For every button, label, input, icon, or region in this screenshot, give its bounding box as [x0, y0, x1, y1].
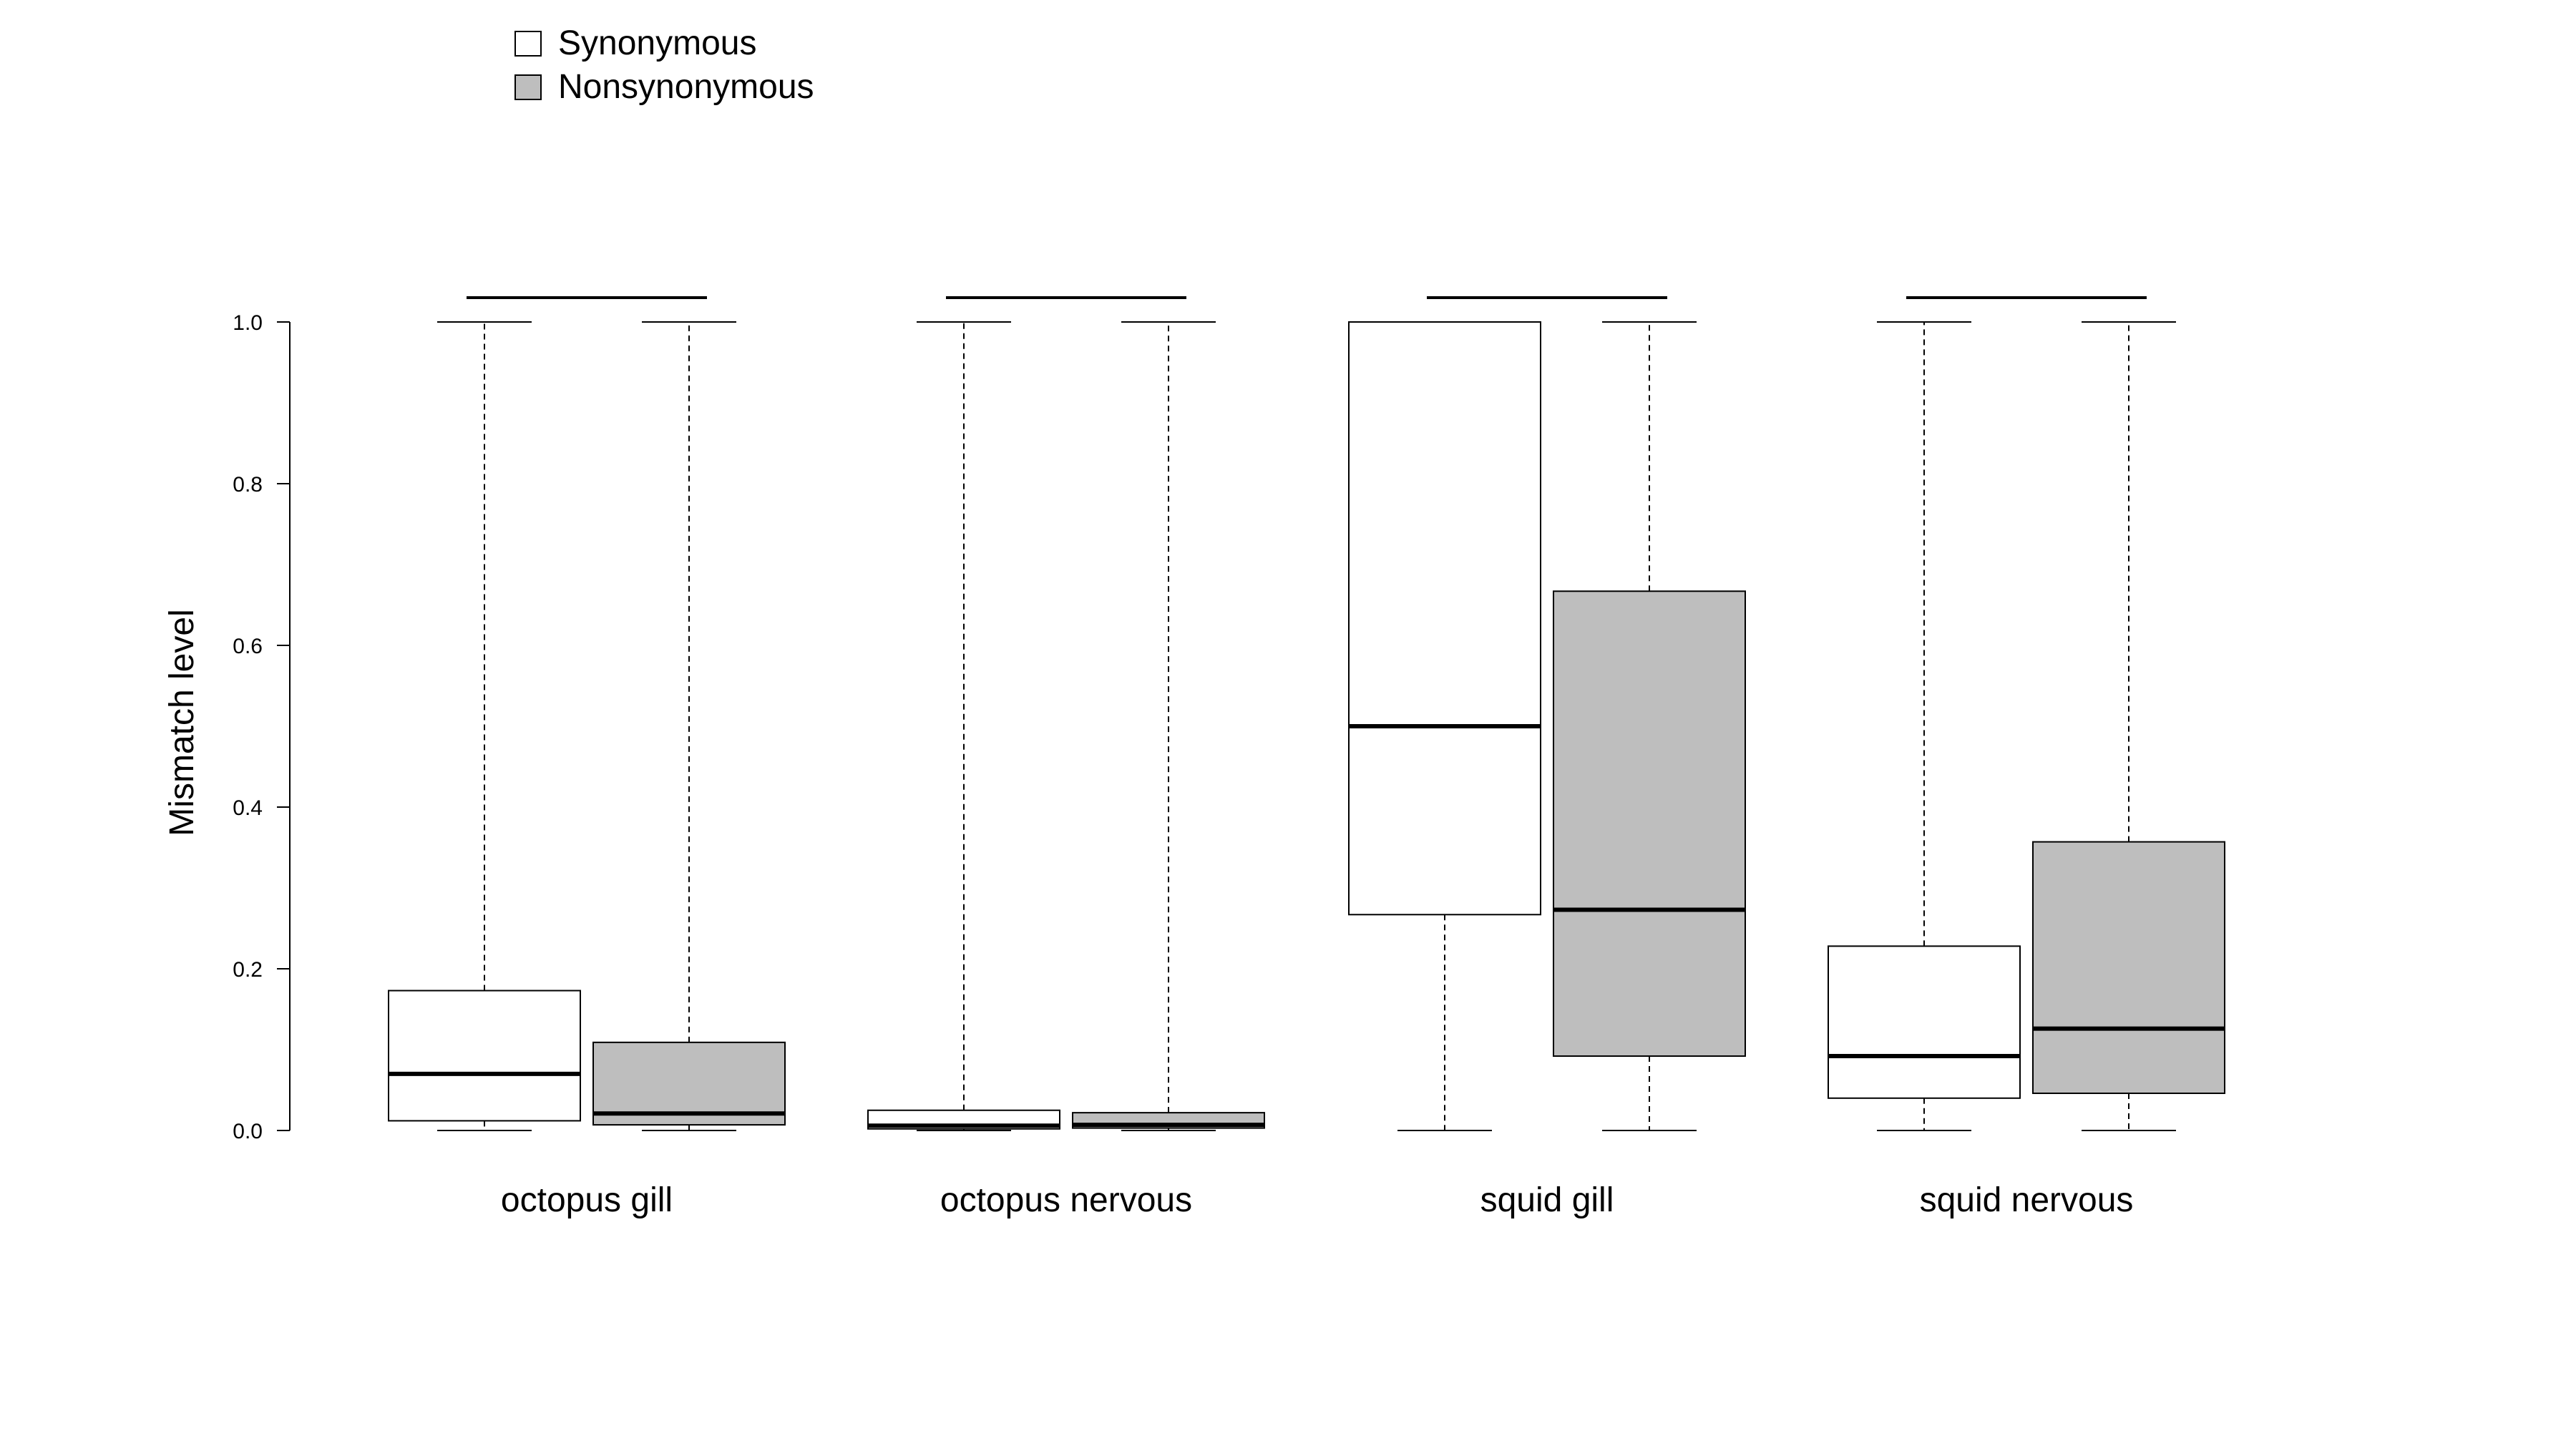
box — [867, 321, 1060, 1131]
box-rect — [2032, 841, 2225, 1095]
box — [1553, 321, 1746, 1131]
y-tick-label: 0.6 — [233, 635, 263, 658]
box-rect — [1348, 321, 1541, 916]
y-tick-label: 0.2 — [233, 958, 263, 982]
box — [1828, 321, 2021, 1131]
group-label: squid nervous — [1920, 1181, 2134, 1219]
y-tick-label: 1.0 — [233, 311, 263, 335]
legend: Synonymous Nonsynonymous — [514, 24, 814, 106]
box-rect — [388, 990, 581, 1122]
group-label: octopus gill — [501, 1181, 673, 1219]
group-label: octopus nervous — [940, 1181, 1192, 1219]
box — [2032, 321, 2225, 1131]
box-rect — [1553, 590, 1746, 1058]
box — [1072, 321, 1265, 1131]
legend-entry: Nonsynonymous — [514, 68, 814, 106]
y-tick-label: 0.4 — [233, 796, 263, 820]
group-label: squid gill — [1480, 1181, 1614, 1219]
box — [1348, 321, 1541, 1131]
y-tick-label: 0.8 — [233, 473, 263, 497]
legend-entry: Synonymous — [514, 24, 756, 62]
box — [592, 321, 786, 1131]
box-rect — [592, 1041, 786, 1126]
y-axis-title: Mismatch level — [163, 609, 201, 836]
box — [388, 321, 581, 1131]
legend-label: Synonymous — [558, 24, 756, 62]
legend-label: Nonsynonymous — [558, 68, 814, 106]
y-tick-label: 0.0 — [233, 1120, 263, 1143]
box-rect — [1828, 945, 2021, 1099]
legend-swatch — [514, 31, 542, 57]
y-axis: 0.0 0.2 0.4 0.6 0.8 1.0 — [233, 311, 291, 1143]
group-labels: octopus gill octopus nervous squid gill squ… — [501, 1181, 2134, 1219]
box-series — [388, 321, 2225, 1131]
legend-swatch — [514, 74, 542, 100]
